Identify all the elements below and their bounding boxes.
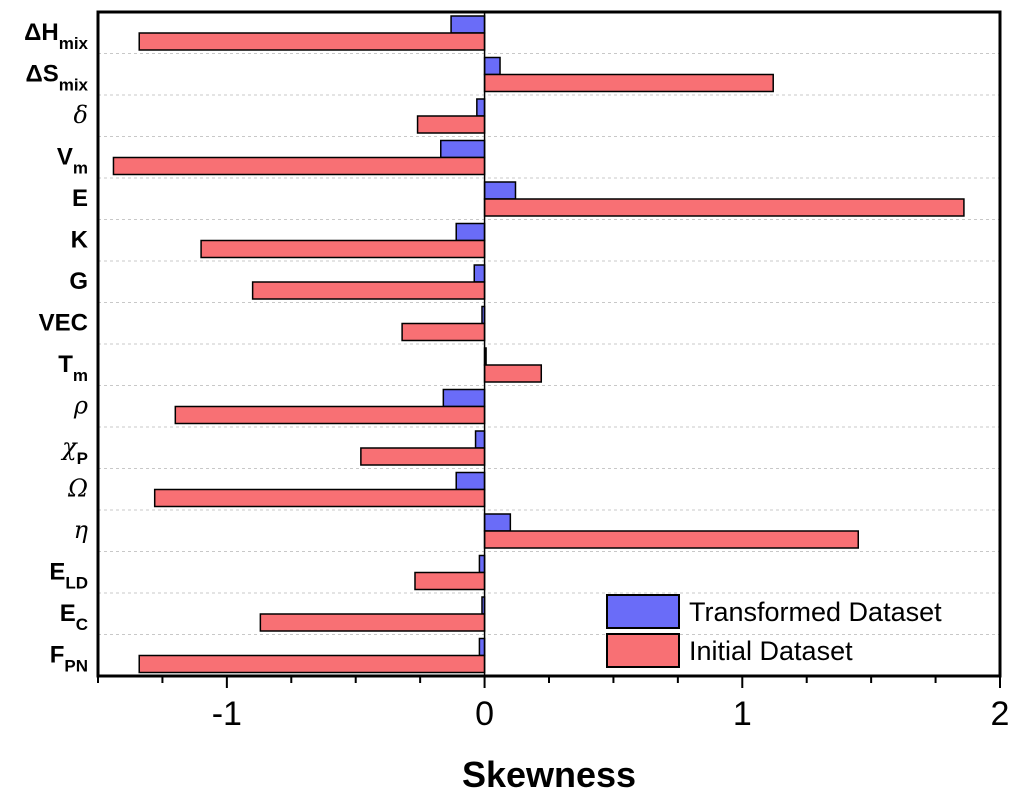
bar-initial-12 (483, 530, 860, 549)
bar-initial-1 (483, 73, 774, 93)
category-label: VEC (39, 310, 88, 337)
category-label: EC (60, 600, 88, 634)
category-label: Vm (57, 144, 88, 178)
bar-transformed-12 (483, 513, 512, 532)
x-tick-label: 1 (733, 695, 752, 733)
bar-transformed-2 (476, 98, 486, 117)
category-label: δ (74, 101, 88, 129)
bar-initial-10 (360, 447, 486, 466)
bar-initial-8 (483, 364, 543, 383)
legend-swatch-initial (606, 633, 680, 668)
bar-transformed-9 (442, 388, 486, 408)
bar-initial-3 (112, 156, 486, 176)
category-label: G (69, 268, 88, 295)
bar-transformed-3 (440, 139, 486, 159)
gridlines (98, 53, 1000, 635)
category-label: ΔHmix (24, 19, 88, 53)
bar-transformed-6 (473, 264, 486, 283)
category-label: ρ (73, 392, 88, 420)
bars (112, 15, 965, 674)
bar-transformed-15 (478, 637, 486, 657)
bar-initial-4 (483, 198, 965, 217)
bar-transformed-5 (455, 222, 486, 242)
category-label: ELD (49, 559, 88, 593)
bar-initial-2 (416, 115, 486, 134)
category-label: K (71, 227, 89, 254)
category-label: χP (60, 433, 88, 468)
category-label: η (74, 516, 89, 544)
bar-initial-0 (138, 32, 486, 51)
category-label: Ω (67, 475, 88, 503)
legend: Transformed Dataset Initial Dataset (606, 594, 942, 668)
bar-initial-9 (174, 405, 486, 425)
bar-transformed-11 (455, 471, 486, 491)
bar-initial-5 (200, 239, 486, 259)
bar-transformed-1 (483, 56, 501, 76)
bar-initial-6 (251, 281, 486, 300)
bar-transformed-4 (483, 181, 517, 200)
x-tick-label: 0 (475, 695, 494, 733)
x-tick-label: -1 (212, 695, 242, 733)
bar-initial-13 (414, 571, 486, 591)
category-label: FPN (50, 642, 88, 676)
legend-label-initial: Initial Dataset (689, 636, 853, 666)
bar-transformed-10 (474, 430, 486, 449)
bar-initial-7 (401, 322, 486, 342)
category-label: ΔSmix (25, 61, 88, 95)
bar-initial-15 (138, 654, 486, 674)
legend-swatch-transformed (606, 594, 680, 629)
bar-transformed-13 (478, 554, 486, 574)
x-tick-label: 2 (991, 695, 1010, 733)
bar-transformed-0 (450, 15, 486, 34)
bar-initial-14 (259, 613, 486, 632)
bar-initial-11 (153, 488, 486, 508)
x-axis-ticks: -1 0 1 2 (97, 676, 1010, 733)
category-label: Tm (58, 351, 88, 385)
plot-frame (96, 10, 1002, 678)
category-labels: ΔHmix ΔSmix δ Vm EKG VEC Tm ρ χP Ωη ELD EC FPN (24, 19, 89, 676)
x-axis-label: Skewness (462, 754, 636, 795)
legend-label-transformed: Transformed Dataset (689, 597, 942, 627)
category-label: E (72, 185, 88, 212)
